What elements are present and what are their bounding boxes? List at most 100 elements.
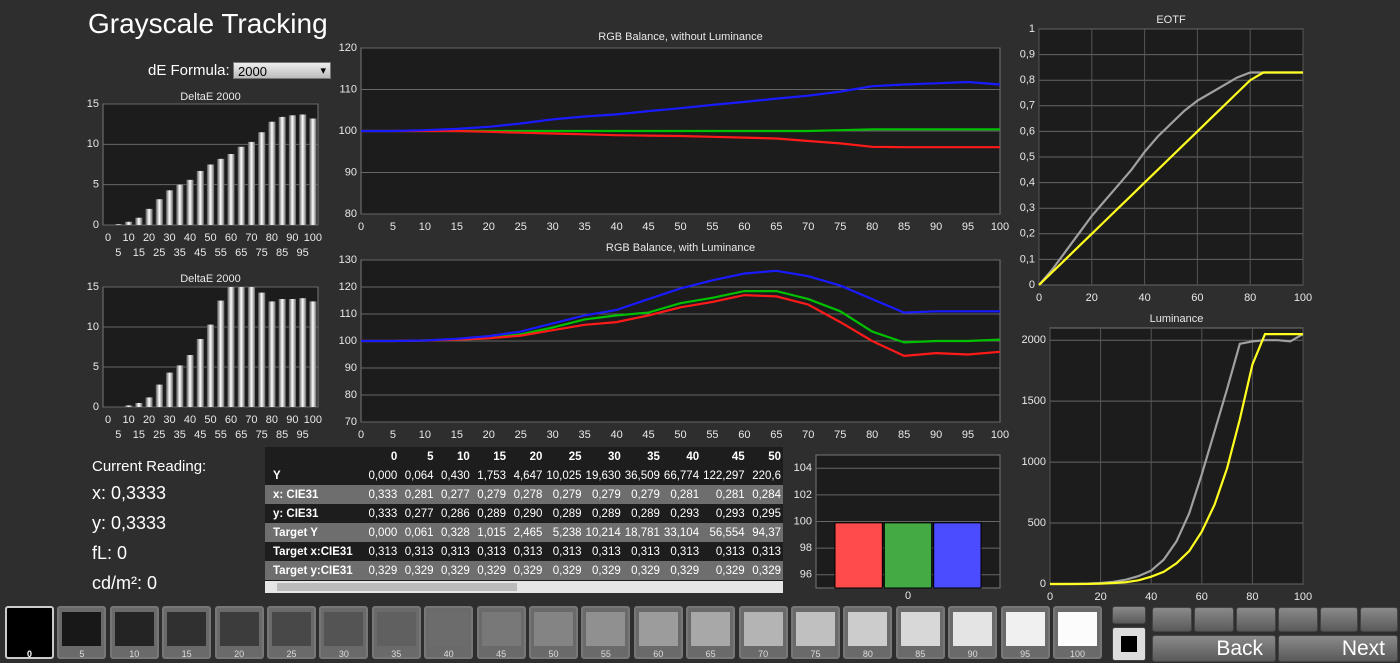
formula-dropdown[interactable]: 2000 (233, 62, 331, 80)
table-cell: 0,313 (441, 545, 470, 558)
swatch[interactable]: 95 (1000, 606, 1050, 659)
table-cell: 19,630 (585, 469, 621, 482)
table-cell: 0,313 (477, 545, 507, 558)
y-tick-label: 15 (87, 98, 99, 110)
table-cell: 5,238 (544, 523, 584, 542)
y-tick-label: 98 (800, 542, 812, 554)
table-cell: 0,290 (513, 507, 543, 520)
back-button[interactable]: Back (1152, 635, 1276, 662)
bar (217, 158, 225, 225)
bar (268, 301, 276, 407)
table-cell: 0,295 (752, 507, 781, 520)
x-tick-label: 65 (770, 429, 782, 441)
bar (258, 132, 266, 225)
swatch[interactable]: 30 (319, 606, 369, 659)
swatch[interactable]: 100 (1053, 606, 1102, 659)
scrollbar[interactable] (265, 581, 783, 593)
x-tick-label: 95 (962, 221, 974, 233)
table-cell: 0,064 (404, 469, 434, 482)
x-tick-label: 80 (866, 221, 878, 233)
table-row: Target y:CIE31 0,329 0,329 0,329 0,329 0,329 0… (265, 561, 783, 580)
swatch-label: 5 (79, 649, 85, 659)
x-tick-label: 40 (610, 221, 622, 233)
x-tick-label: 60 (1191, 292, 1203, 304)
play-button[interactable] (1194, 607, 1234, 632)
x-tick-label: 40 (184, 414, 196, 426)
stop-button[interactable] (1112, 627, 1146, 661)
table-cell: 0,279 (622, 485, 662, 504)
x-tick-label: 5 (390, 221, 396, 233)
x-tick-label: 40 (610, 429, 622, 441)
column-header: 35 (622, 447, 662, 466)
swatch[interactable]: 45 (476, 606, 526, 659)
x-tick-label: 0 (1047, 591, 1053, 603)
table-cell: 0,278 (508, 485, 545, 504)
x-tick-label: 85 (276, 429, 288, 441)
y-tick-label: 0,2 (1020, 228, 1035, 240)
bar (176, 365, 184, 407)
x-tick-label: 15 (451, 429, 463, 441)
swatch-label: 40 (443, 649, 454, 659)
table-cell: 4,647 (513, 469, 543, 482)
column-header: 10 (435, 447, 472, 466)
swatch[interactable]: 75 (791, 606, 840, 659)
table-cell: 0,313 (752, 545, 781, 558)
swatch[interactable]: 15 (162, 606, 212, 659)
swatch[interactable]: 65 (686, 606, 736, 659)
bar (135, 403, 143, 407)
up-button[interactable] (1112, 606, 1146, 624)
scroll-thumb[interactable] (277, 583, 517, 591)
swatch[interactable]: 50 (529, 606, 578, 659)
swatch[interactable]: 40 (424, 606, 474, 659)
option-button[interactable] (1360, 607, 1398, 632)
swatch[interactable]: 35 (371, 606, 421, 659)
bar (176, 184, 184, 225)
bar (125, 221, 133, 225)
swatch[interactable]: 10 (109, 606, 159, 659)
y-tick-label: 80 (345, 208, 357, 220)
y-tick-label: 0,8 (1020, 74, 1035, 86)
swatch[interactable]: 70 (738, 606, 788, 659)
y-tick-label: 1 (1029, 23, 1035, 35)
table-row: Target x:CIE31 0,313 0,313 0,313 0,313 0,313 0… (265, 542, 783, 561)
x-tick-label: 30 (547, 221, 559, 233)
table-cell: 0,289 (591, 507, 621, 520)
swatch-label: 20 (234, 649, 245, 659)
swatch[interactable]: 60 (633, 606, 683, 659)
swatch[interactable]: 55 (581, 606, 631, 659)
save-button[interactable] (1236, 607, 1276, 632)
x-tick-label: 0 (105, 414, 111, 426)
table-cell: 10,025 (546, 469, 582, 482)
bar (186, 179, 194, 225)
swatch[interactable]: 25 (267, 606, 316, 659)
x-tick-label: 85 (898, 429, 910, 441)
x-tick-label: 55 (215, 429, 227, 441)
table-cell: 0,329 (399, 561, 436, 580)
x-tick-label: 15 (133, 429, 145, 441)
swatch[interactable]: 20 (214, 606, 264, 659)
sync-button[interactable] (1320, 607, 1358, 632)
x-tick-label: 95 (962, 429, 974, 441)
loop-button[interactable] (1278, 607, 1318, 632)
row-label: Y (273, 469, 281, 482)
x-tick-label: 40 (184, 232, 196, 244)
bar (145, 397, 153, 407)
x-tick-label: 85 (898, 221, 910, 233)
swatch[interactable]: 85 (895, 606, 945, 659)
swatch[interactable]: 0 (5, 606, 54, 659)
table-cell: 122,297 (703, 469, 745, 482)
series-line (361, 80, 1001, 133)
next-button[interactable]: Next (1278, 635, 1398, 662)
x-tick-label: 60 (225, 414, 237, 426)
swatch[interactable]: 80 (843, 606, 893, 659)
x-tick-label: 20 (1086, 292, 1098, 304)
bar (247, 141, 256, 225)
swatch-label: 75 (810, 649, 821, 659)
table-cell: 0,286 (441, 507, 470, 520)
swatch-color (114, 612, 154, 646)
ctrl-button[interactable] (1152, 607, 1192, 632)
swatch[interactable]: 90 (948, 606, 998, 659)
x-tick-label: 20 (143, 232, 155, 244)
swatch[interactable]: 5 (57, 606, 107, 659)
